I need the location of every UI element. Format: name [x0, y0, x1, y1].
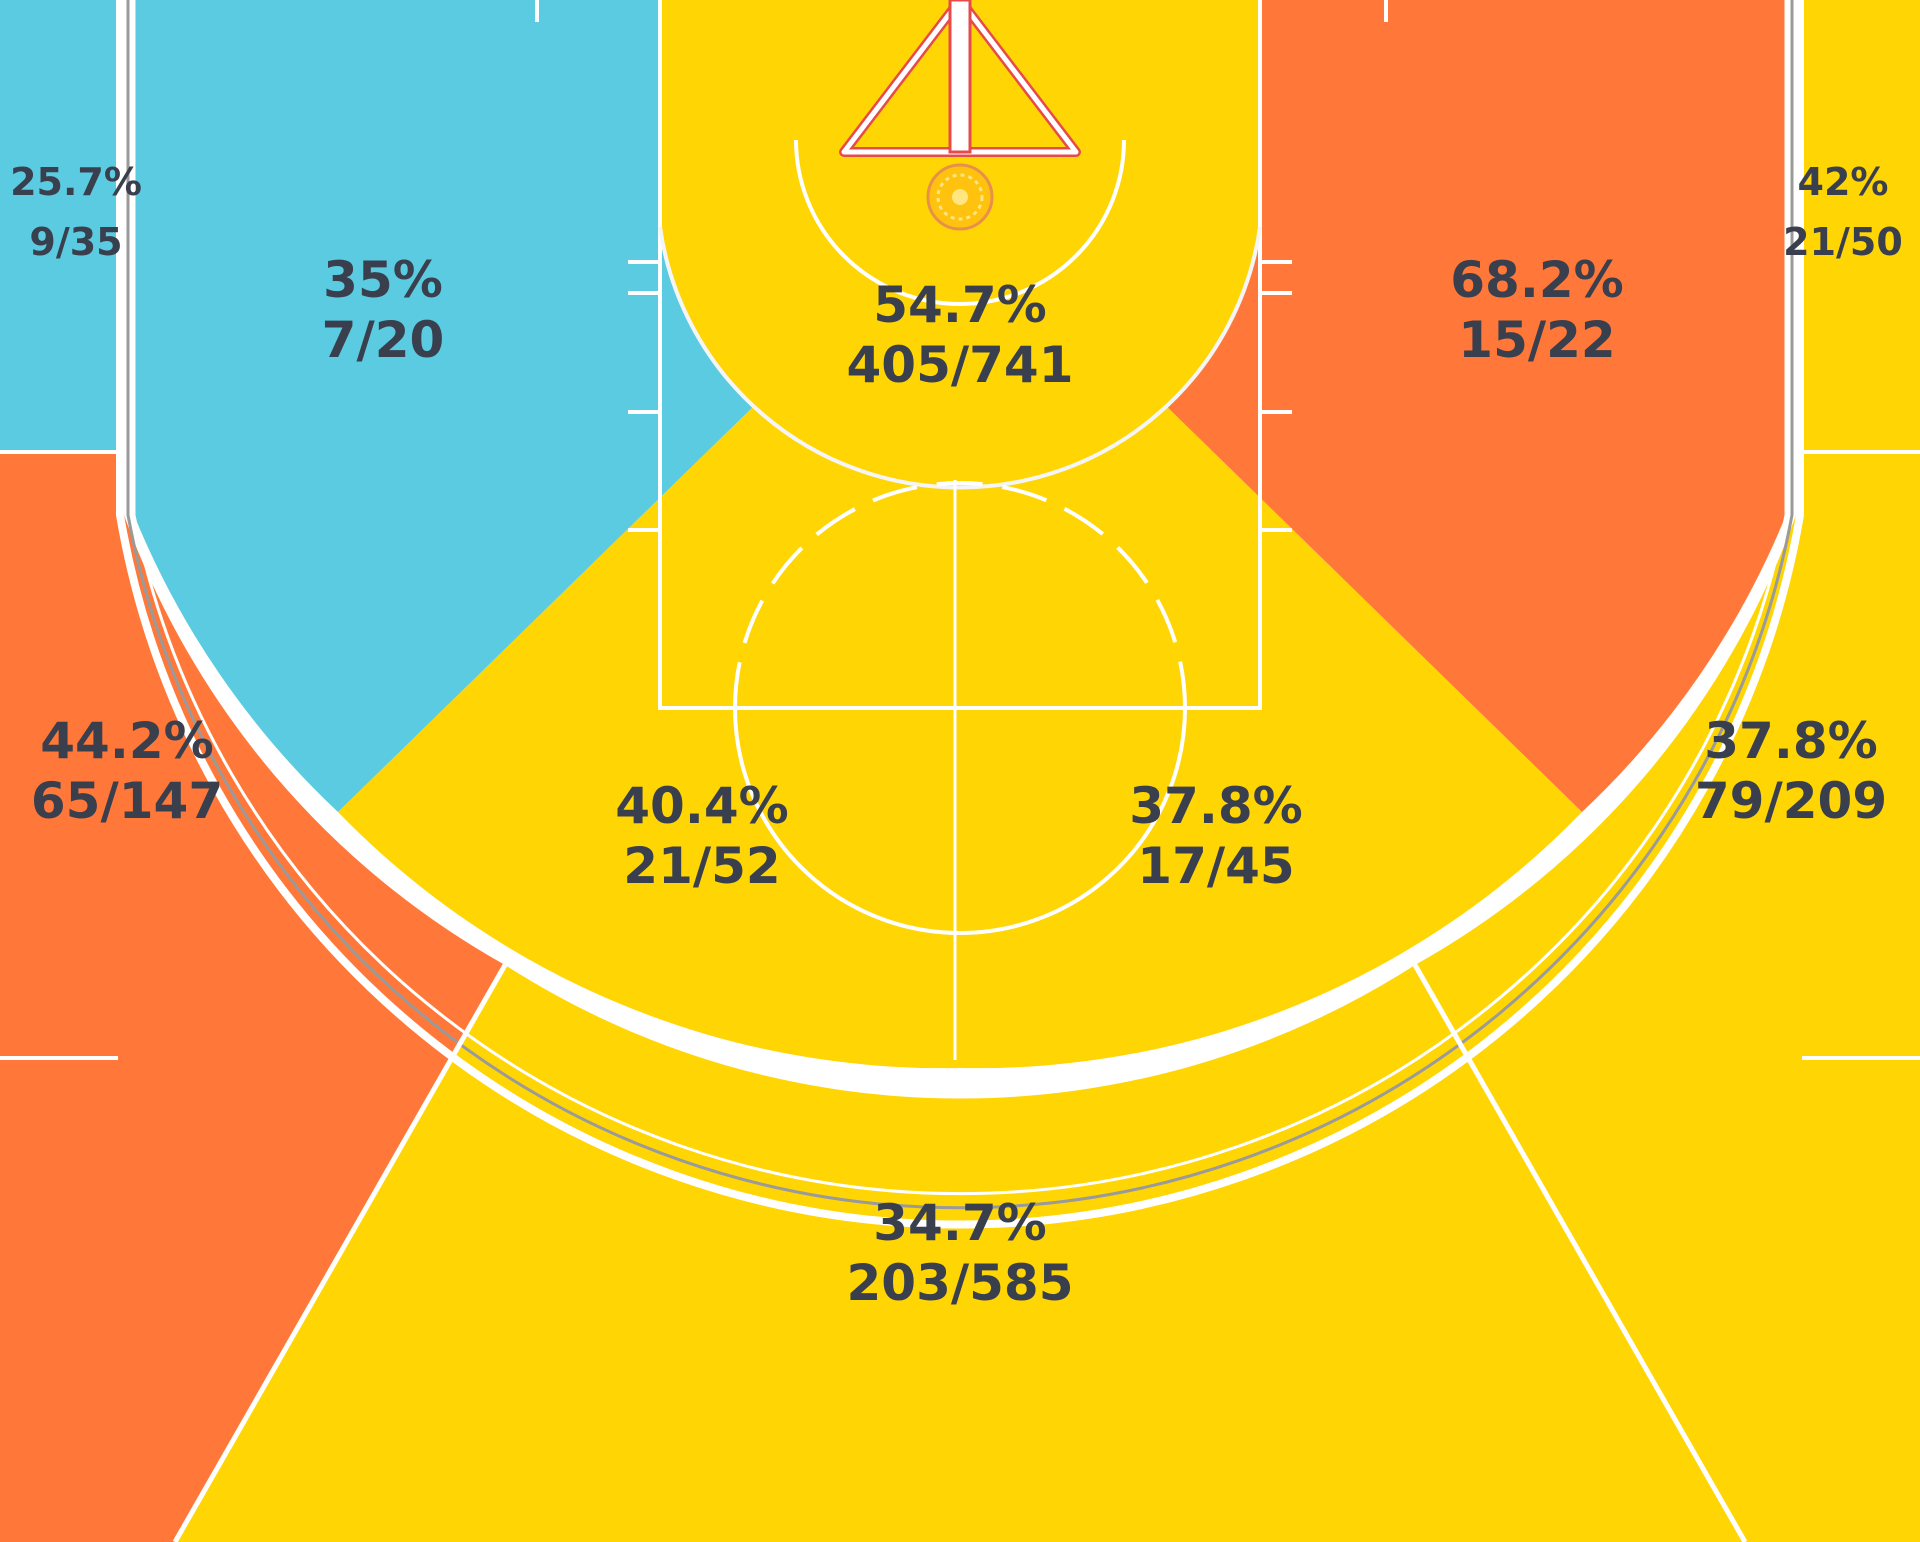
restricted-area-arc — [794, 139, 1126, 306]
zone-pct-short-baseline-right: 68.2% — [1450, 251, 1623, 309]
zone-made-attempted-short-baseline-right: 15/22 — [1458, 311, 1615, 369]
zone-pct-wing-three-left: 44.2% — [40, 712, 213, 770]
zone-pct-wing-three-right: 37.8% — [1704, 712, 1877, 770]
deep-divider-right — [1412, 963, 1748, 1542]
three-point-line-outer — [116, 0, 1804, 1229]
zone-pct-mid-range-right: 37.8% — [1129, 777, 1302, 835]
three-point-line-inner — [126, 0, 1794, 1210]
backboard-post-icon — [948, 0, 972, 154]
zone-pct-top-of-key-three: 34.7% — [873, 1194, 1046, 1252]
zone-fill-short-baseline-right — [1160, 0, 1786, 812]
zone-fill-corner-three-right — [1800, 0, 1920, 452]
restricted-area-border — [658, 226, 1262, 490]
basket — [839, 0, 1081, 231]
lane-lines — [658, 0, 1262, 710]
zone-pct-mid-range-left: 40.4% — [615, 777, 788, 835]
zone-made-attempted-mid-range-left: 21/52 — [623, 837, 780, 895]
zone-made-attempted-short-baseline-left: 7/20 — [322, 311, 445, 369]
zone-made-attempted-restricted-area: 405/741 — [846, 336, 1073, 394]
zone-fill-restricted-area — [660, 0, 1260, 488]
zone-fill-mid-range-right — [960, 400, 1582, 1069]
free-throw-circle-solid — [733, 707, 1187, 935]
zone-made-attempted-corner-three-right: 21/50 — [1783, 220, 1903, 264]
zone-fill-corner-three-left — [0, 0, 120, 452]
zone-made-attempted-wing-three-left: 65/147 — [31, 772, 223, 830]
zone-pct-restricted-area: 54.7% — [873, 276, 1046, 334]
zone-pct-short-baseline-left: 35% — [323, 251, 443, 309]
zone-pct-corner-three-left: 25.7% — [10, 160, 142, 204]
zone-fill-wing-three-left — [0, 452, 505, 1542]
three-point-line-inner-edge — [132, 0, 1788, 1196]
zone-fill-mid-range-left — [338, 400, 960, 1069]
zone-made-attempted-mid-range-right: 17/45 — [1137, 837, 1294, 895]
zone-fill-short-baseline-left — [134, 0, 760, 812]
zone-made-attempted-top-of-key-three: 203/585 — [846, 1254, 1073, 1312]
zone-fill-wing-three-right — [1415, 452, 1920, 1542]
zone-labels: 25.7% 9/35 42% 21/50 35% 7/20 54.7% 405/… — [10, 160, 1903, 1312]
zone-made-attempted-corner-three-left: 9/35 — [29, 220, 122, 264]
zone-fill-top-of-key-three — [175, 965, 1745, 1542]
deep-divider-left — [172, 963, 508, 1542]
free-throw-circle-dashed — [733, 481, 1187, 709]
zone-made-attempted-wing-three-right: 79/209 — [1695, 772, 1887, 830]
zone-pct-corner-three-right: 42% — [1798, 160, 1889, 204]
